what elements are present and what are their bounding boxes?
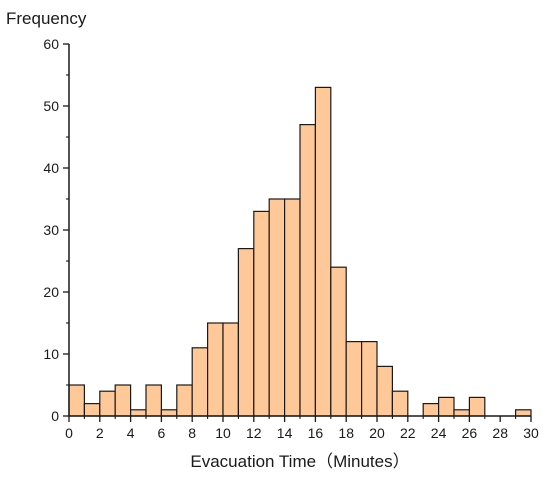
x-tick-label: 28	[492, 425, 508, 441]
x-tick-label: 4	[127, 425, 135, 441]
histogram-bar	[114, 384, 132, 417]
y-tick-label: 60	[43, 36, 59, 52]
histogram-bar	[391, 390, 409, 417]
histogram-bar	[160, 409, 178, 417]
x-tick-label: 24	[431, 425, 447, 441]
histogram-bar	[68, 384, 85, 417]
histogram-bar	[453, 409, 470, 417]
x-tick-label: 18	[338, 425, 354, 441]
histogram-bar	[145, 384, 162, 417]
x-tick-label: 26	[462, 425, 478, 441]
histogram-bar	[330, 266, 347, 417]
x-tick-label: 6	[158, 425, 166, 441]
histogram-bar	[314, 86, 332, 417]
histogram-bar	[83, 403, 101, 417]
histogram-bar	[176, 384, 193, 417]
histogram-bar	[284, 198, 301, 417]
y-tick-label: 0	[51, 408, 59, 424]
histogram-bar	[514, 409, 532, 417]
x-tick-label: 2	[96, 425, 104, 441]
y-ticks: 0 10 20 30 40 50 60	[43, 36, 69, 424]
histogram-bar	[237, 248, 255, 417]
histogram-bar	[191, 347, 209, 417]
histogram-bar	[361, 341, 378, 417]
histogram-bar	[438, 396, 455, 417]
histogram-bar	[299, 123, 316, 417]
histogram-bar	[130, 409, 147, 417]
y-axis-label: Frequency	[6, 9, 87, 28]
x-axis-label: Evacuation Time（Minutes）	[190, 452, 409, 471]
x-tick-label: 0	[65, 425, 73, 441]
y-tick-label: 50	[43, 98, 59, 114]
x-tick-label: 14	[277, 425, 293, 441]
histogram-bar	[376, 365, 393, 417]
x-tick-label: 8	[188, 425, 196, 441]
x-tick-label: 10	[215, 425, 231, 441]
x-tick-label: 20	[369, 425, 385, 441]
bars-layer	[68, 86, 532, 417]
histogram-bar	[345, 341, 363, 417]
histogram-bar	[268, 198, 286, 417]
histogram-bar	[422, 403, 440, 417]
y-tick-label: 40	[43, 160, 59, 176]
histogram-bar	[207, 322, 224, 417]
x-ticks: 0 2 4 6 8 10 12 14 16 18 20 22 24 26 28 30	[65, 416, 539, 441]
histogram-bar	[99, 390, 116, 417]
histogram-bar	[222, 322, 239, 417]
histogram-bar	[468, 396, 486, 417]
y-tick-label: 30	[43, 222, 59, 238]
x-tick-label: 22	[400, 425, 416, 441]
x-tick-label: 12	[246, 425, 262, 441]
histogram-bar	[253, 210, 270, 417]
x-tick-label: 30	[523, 425, 539, 441]
x-tick-label: 16	[308, 425, 324, 441]
y-tick-label: 10	[43, 346, 59, 362]
y-tick-label: 20	[43, 284, 59, 300]
